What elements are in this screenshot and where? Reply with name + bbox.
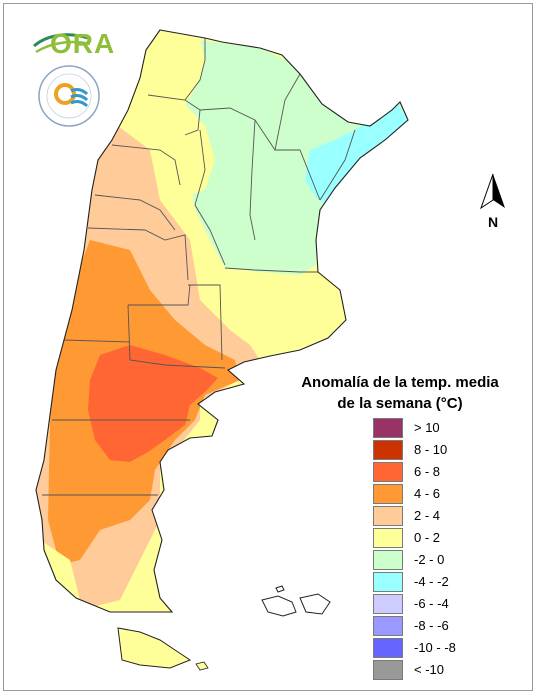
- legend-swatch: [373, 638, 403, 658]
- legend-title-line1: Anomalía de la temp. media: [301, 374, 499, 391]
- legend-swatch: [373, 550, 403, 570]
- legend-swatch: [373, 528, 403, 548]
- legend-item: -4 - -2: [373, 572, 493, 592]
- legend-item: -8 - -6: [373, 616, 493, 636]
- legend-item: -6 - -4: [373, 594, 493, 614]
- legend-swatch: [373, 462, 403, 482]
- legend-swatch: [373, 616, 403, 636]
- ora-logo-icon: [33, 33, 91, 54]
- legend-swatch: [373, 660, 403, 680]
- legend-item: -10 - -8: [373, 638, 493, 658]
- legend-label: -6 - -4: [414, 596, 449, 611]
- legend-label: > 10: [414, 420, 440, 435]
- legend-item: > 10: [373, 418, 493, 438]
- legend-item: < -10: [373, 660, 493, 680]
- legend-swatch: [373, 418, 403, 438]
- legend-label: 0 - 2: [414, 530, 441, 545]
- legend-label: -10 - -8: [414, 640, 456, 655]
- legend-label: -4 - -2: [414, 574, 449, 589]
- legend-item: 8 - 10: [373, 440, 493, 460]
- anomaly-zone-neg4-neg2: [305, 104, 408, 205]
- legend-label: 6 - 8: [414, 464, 441, 479]
- legend-item: 0 - 2: [373, 528, 493, 548]
- legend-swatch: [373, 506, 403, 526]
- north-arrow-icon: [480, 173, 505, 210]
- north-label: N: [488, 214, 499, 230]
- legend-label: 4 - 6: [414, 486, 441, 501]
- malvinas-islands: [261, 585, 331, 617]
- legend-label: 8 - 10: [414, 442, 448, 457]
- tierra-del-fuego: [117, 627, 209, 671]
- legend-label: -8 - -6: [414, 618, 449, 633]
- province-borders: [42, 38, 356, 496]
- legend-swatch: [373, 572, 403, 592]
- anomaly-zone-6-8: [88, 345, 218, 462]
- legend-title: Anomalía de la temp. media de la semana …: [280, 372, 520, 414]
- anomaly-zone-neg2-0: [185, 40, 408, 275]
- anomaly-zone-0-2-centre: [180, 110, 215, 195]
- legend-swatch: [373, 594, 403, 614]
- legend-item: 4 - 6: [373, 484, 493, 504]
- legend-item: -2 - 0: [373, 550, 493, 570]
- legend-item: 6 - 8: [373, 462, 493, 482]
- legend-item: 2 - 4: [373, 506, 493, 526]
- legend-label: < -10: [414, 662, 444, 677]
- ora-logo-text: ORA: [50, 28, 116, 59]
- legend-swatch: [373, 484, 403, 504]
- smn-emblem-icon: [38, 65, 100, 127]
- legend-swatch: [373, 440, 403, 460]
- legend-title-line2: de la semana (°C): [337, 395, 463, 412]
- legend-label: 2 - 4: [414, 508, 441, 523]
- legend-label: -2 - 0: [414, 552, 445, 567]
- argentina-mainland: [35, 29, 409, 613]
